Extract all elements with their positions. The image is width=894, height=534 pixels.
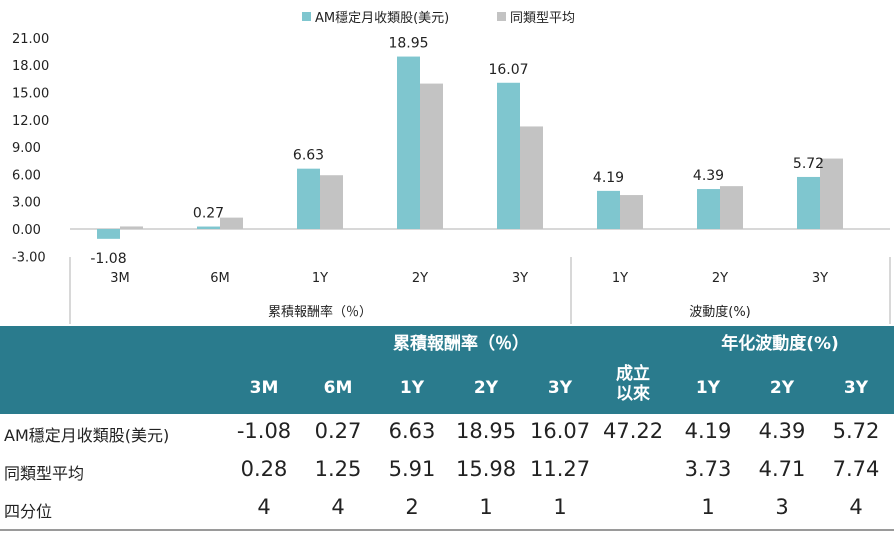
table-cell: 2 — [405, 495, 419, 519]
table-cell: 0.28 — [240, 457, 288, 481]
row-label: AM穩定月收類股(美元) — [4, 426, 170, 445]
table-cell: 4.19 — [684, 419, 732, 443]
table-cell: 0.27 — [314, 419, 362, 443]
col-header-since-inception: 成立 以來 — [616, 364, 650, 404]
col-header-3m: 3M — [249, 378, 279, 398]
table-row-fund: AM穩定月收類股(美元) -1.08 0.27 6.63 18.95 16.07… — [0, 414, 894, 452]
col-header-1y: 1Y — [399, 378, 425, 398]
table-cell: 1 — [701, 495, 715, 519]
table-cell: 6.63 — [388, 419, 436, 443]
y-tick-label: 21.00 — [12, 32, 49, 47]
legend-item-fund: AM穩定月收類股(美元) — [302, 7, 449, 26]
table-cell: -1.08 — [236, 419, 292, 443]
legend-item-peer: 同類型平均 — [497, 7, 575, 26]
legend-swatch-peer — [497, 12, 506, 21]
x-tick-label: 2Y — [712, 271, 728, 286]
table-cell: 4.39 — [758, 419, 806, 443]
y-tick-label: 18.00 — [12, 59, 49, 74]
group-header-cumulative: 累積報酬率（％） — [393, 334, 529, 354]
bar-fund — [697, 189, 720, 229]
bar-fund — [797, 176, 820, 229]
table-cell: 5.72 — [832, 419, 880, 443]
x-tick-label: 3M — [110, 271, 130, 286]
table-cell: 3.73 — [684, 457, 732, 481]
col-header-vol-2y: 2Y — [769, 378, 795, 398]
x-tick-label: 1Y — [312, 271, 328, 286]
header-bottom-line — [0, 412, 894, 414]
y-tick-label: 12.00 — [12, 114, 49, 129]
table-cell: 18.95 — [456, 419, 517, 443]
table-cell: 4 — [331, 495, 345, 519]
table-cell: 16.07 — [530, 419, 591, 443]
table-cell: 47.22 — [603, 419, 664, 443]
bar-peer-average — [420, 83, 443, 229]
data-label: 16.07 — [488, 62, 528, 78]
bar-fund — [197, 226, 220, 229]
data-label: 5.72 — [793, 156, 824, 172]
bar-chart: 21.00 18.00 15.00 12.00 9.00 6.00 3.00 0.00 -3.0… — [12, 32, 891, 324]
y-tick-label: -3.00 — [12, 250, 46, 265]
data-label: 4.19 — [593, 170, 624, 186]
bar-fund — [297, 168, 320, 229]
y-tick-label: 9.00 — [12, 141, 41, 156]
col-header-vol-1y: 1Y — [695, 378, 721, 398]
bar-peer-average — [620, 195, 643, 229]
performance-table: 累積報酬率（％） 年化波動度(%) 3M 6M 1Y 2Y 3Y 成立 以來 1… — [0, 326, 894, 534]
table-cell: 1.25 — [314, 457, 362, 481]
table-cell: 1 — [553, 495, 567, 519]
x-tick-label: 6M — [210, 271, 230, 286]
table-cell: 5.91 — [388, 457, 436, 481]
x-tick-label: 2Y — [412, 271, 428, 286]
x-tick-label: 3Y — [512, 271, 528, 286]
bar-peer-average — [820, 158, 843, 229]
bar-peer-average — [720, 186, 743, 229]
bar-peer-average — [320, 175, 343, 229]
legend-label-peer: 同類型平均 — [510, 11, 576, 26]
y-tick-label: 6.00 — [12, 168, 41, 183]
data-label: 4.39 — [693, 168, 724, 184]
legend-label-fund: AM穩定月收類股(美元) — [315, 11, 450, 26]
group-header-volatility: 年化波動度(%) — [721, 334, 839, 354]
bar-fund — [597, 190, 620, 229]
x-group-label-cumulative: 累積報酬率（％） — [268, 304, 372, 320]
table-cell: 11.27 — [530, 457, 591, 481]
row-label: 四分位 — [4, 502, 53, 521]
table-cell: 4.71 — [758, 457, 806, 481]
y-tick-label: 15.00 — [12, 87, 49, 102]
data-label: 18.95 — [388, 36, 428, 52]
data-label: -1.08 — [90, 251, 126, 267]
col-header-vol-3y: 3Y — [843, 378, 869, 398]
x-group-label-volatility: 波動度(%) — [689, 304, 751, 320]
table-row-peer-average: 同類型平均 0.28 1.25 5.91 15.98 11.27 3.73 4.… — [0, 452, 894, 490]
data-label: 6.63 — [293, 148, 324, 164]
table-row-quartile: 四分位 4 4 2 1 1 1 3 4 — [0, 490, 894, 528]
col-header-6m: 6M — [323, 378, 353, 398]
table-bottom-line — [0, 529, 894, 531]
bar-peer-average — [120, 226, 143, 229]
col-header-2y: 2Y — [473, 378, 499, 398]
x-tick-label: 1Y — [612, 271, 628, 286]
table-cell: 15.98 — [456, 457, 517, 481]
bar-peer-average — [220, 217, 243, 229]
col-header-3y: 3Y — [547, 378, 573, 398]
table-cell: 4 — [849, 495, 863, 519]
table-cell: 7.74 — [832, 457, 880, 481]
bar-peer-average — [520, 126, 543, 229]
table-cell: 3 — [775, 495, 789, 519]
bar-fund — [97, 229, 120, 239]
legend-swatch-fund — [302, 12, 311, 21]
y-tick-label: 3.00 — [12, 196, 41, 211]
row-label: 同類型平均 — [4, 464, 85, 483]
data-label: 0.27 — [193, 206, 224, 222]
table-header-band — [0, 326, 894, 412]
bar-fund — [497, 82, 520, 229]
x-tick-label: 3Y — [812, 271, 828, 286]
table-cell: 1 — [479, 495, 493, 519]
table-cell: 4 — [257, 495, 271, 519]
bar-fund — [397, 56, 420, 230]
y-tick-label: 0.00 — [12, 223, 41, 238]
